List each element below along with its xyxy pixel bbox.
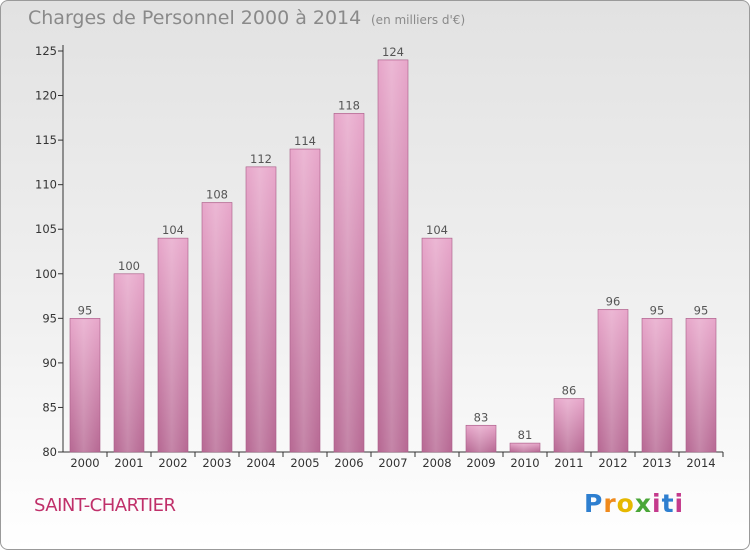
bar-highlight xyxy=(204,203,230,452)
bar-value-label: 114 xyxy=(294,134,316,148)
bar-highlight xyxy=(336,114,362,452)
y-tick-label: 80 xyxy=(42,445,57,459)
x-tick-label: 2009 xyxy=(466,456,495,470)
x-tick-label: 2003 xyxy=(202,456,231,470)
x-tick-label: 2013 xyxy=(642,456,671,470)
bar-value-label: 81 xyxy=(518,428,533,442)
x-tick-label: 2012 xyxy=(598,456,627,470)
x-tick-label: 2004 xyxy=(246,456,275,470)
bar-value-label: 95 xyxy=(650,303,665,317)
x-tick-label: 2008 xyxy=(422,456,451,470)
bar-value-label: 112 xyxy=(250,152,272,166)
x-tick-label: 2007 xyxy=(378,456,407,470)
chart-title: Charges de Personnel 2000 à 2014 xyxy=(28,7,362,29)
bar-value-label: 108 xyxy=(206,187,228,201)
chart-subtitle: (en milliers d'€) xyxy=(371,13,466,27)
bar-highlight xyxy=(292,150,318,452)
y-tick-label: 90 xyxy=(42,356,57,370)
bar-highlight xyxy=(248,167,274,452)
commune-name: SAINT-CHARTIER xyxy=(34,495,176,516)
bar-value-label: 96 xyxy=(606,294,621,308)
y-tick-label: 120 xyxy=(35,89,57,103)
y-tick-label: 115 xyxy=(35,133,57,147)
y-tick-label: 95 xyxy=(42,311,57,325)
bar-highlight xyxy=(512,444,538,452)
x-tick-label: 2006 xyxy=(334,456,363,470)
bar-highlight xyxy=(644,319,670,452)
bar-highlight xyxy=(468,426,494,452)
bar-value-label: 95 xyxy=(694,303,709,317)
bar-highlight xyxy=(72,319,98,452)
bar-value-label: 100 xyxy=(118,259,140,273)
bar-highlight xyxy=(116,274,142,452)
x-tick-label: 2002 xyxy=(158,456,187,470)
bar-highlight xyxy=(600,310,626,452)
bar-value-label: 124 xyxy=(382,45,404,59)
bar-highlight xyxy=(160,239,186,452)
bar-highlight xyxy=(380,60,406,453)
bar-value-label: 104 xyxy=(162,223,184,237)
x-tick-label: 2014 xyxy=(686,456,715,470)
bar-value-label: 83 xyxy=(474,410,489,424)
x-tick-label: 2010 xyxy=(510,456,539,470)
y-tick-label: 85 xyxy=(42,400,57,414)
y-tick-label: 125 xyxy=(35,44,57,58)
y-tick-label: 105 xyxy=(35,222,57,236)
proxiti-logo: Proxiti xyxy=(584,489,685,518)
bar-value-label: 104 xyxy=(426,223,448,237)
x-tick-label: 2011 xyxy=(554,456,583,470)
bar-highlight xyxy=(688,319,714,452)
y-tick-label: 100 xyxy=(35,267,57,281)
bar-value-label: 95 xyxy=(78,303,93,317)
x-tick-label: 2005 xyxy=(290,456,319,470)
bar-value-label: 86 xyxy=(562,384,577,398)
bar-highlight xyxy=(424,239,450,452)
bar-value-label: 118 xyxy=(338,98,360,112)
bar-highlight xyxy=(556,399,582,452)
x-tick-label: 2000 xyxy=(70,456,99,470)
y-tick-label: 110 xyxy=(35,178,57,192)
x-tick-label: 2001 xyxy=(114,456,143,470)
